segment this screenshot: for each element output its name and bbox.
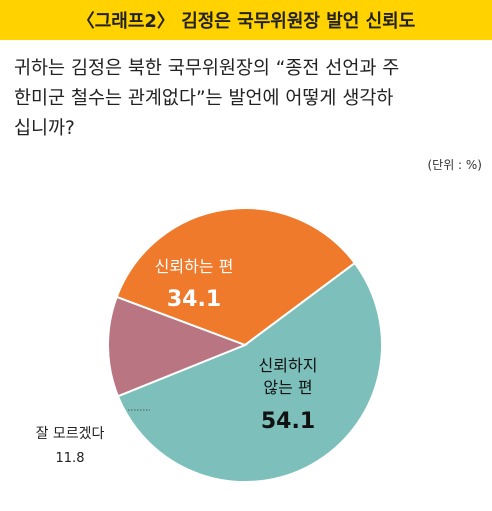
survey-question: 귀하는 김정은 북한 국무위원장의 “종전 선언과 주 한미군 철수는 관계없다… — [14, 54, 480, 144]
label-trust: 신뢰하는 편 — [155, 257, 234, 276]
chart-title: 〈그래프2〉 김정은 국무위원장 발언 신뢰도 — [76, 11, 416, 32]
question-line-1: 귀하는 김정은 북한 국무위원장의 “종전 선언과 주 — [14, 58, 400, 79]
chart-header: 〈그래프2〉 김정은 국무위원장 발언 신뢰도 — [0, 0, 492, 40]
label-distrust-line1: 신뢰하지 — [259, 356, 318, 375]
label-distrust-line2: 않는 편 — [263, 378, 312, 397]
question-line-2: 한미군 철수는 관계없다”는 발언에 어떻게 생각하 — [14, 88, 394, 109]
unit-label: (단위 : %) — [427, 158, 482, 172]
pie-slice-distrust — [116, 261, 384, 484]
value-unsure: 11.8 — [56, 451, 85, 466]
question-line-3: 십니까? — [14, 118, 75, 139]
label-unsure: 잘 모르겠다 — [36, 426, 105, 442]
value-distrust: 54.1 — [261, 409, 315, 434]
pie-slice-trust — [115, 207, 357, 347]
value-trust: 34.1 — [167, 287, 221, 312]
pie-slice-unsure — [107, 295, 248, 398]
